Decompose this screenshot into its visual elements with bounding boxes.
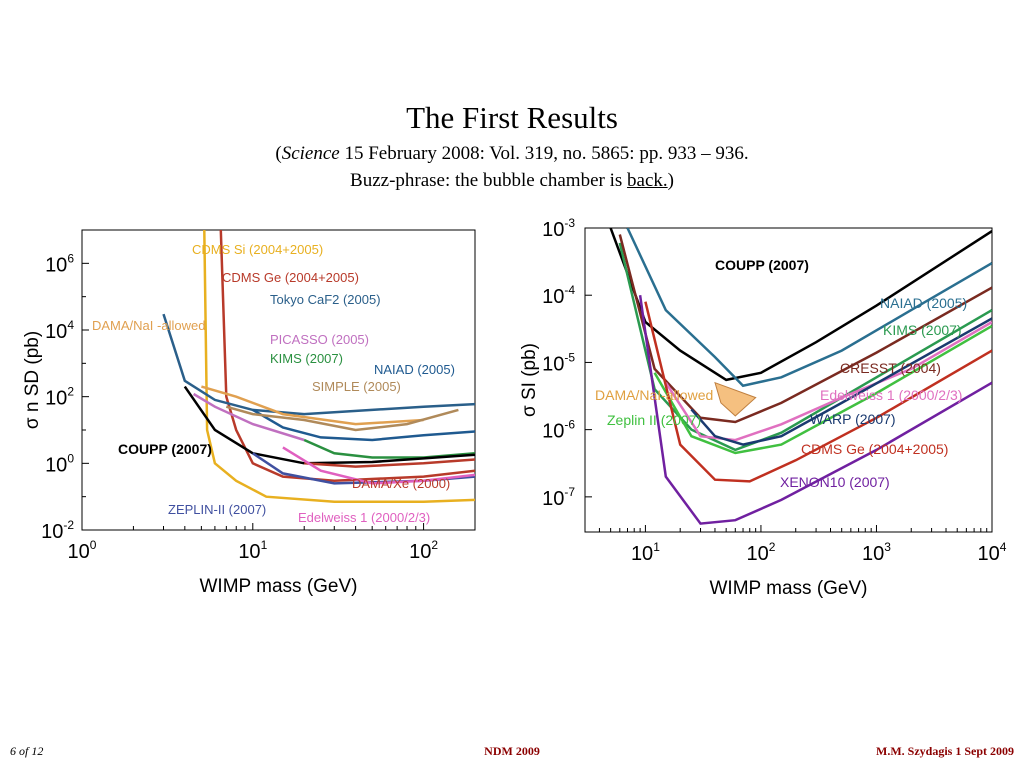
- sd-y-axis-label: σ n SD (pb): [22, 331, 43, 429]
- sd-series-label-tokyo-caf2-2005: Tokyo CaF2 (2005): [270, 292, 381, 307]
- si-x-tick-label: 101: [631, 540, 660, 565]
- si-series-label-cdms-ge-2004-2005: CDMS Ge (2004+2005): [801, 441, 948, 457]
- si-line-naiad-2005: [626, 228, 992, 388]
- sd-series-label-simple-2005: SIMPLE (2005): [312, 379, 401, 394]
- buzz-link[interactable]: back.: [627, 170, 668, 191]
- si-y-tick-label: 10-5: [542, 350, 575, 375]
- subtitle-open: (: [275, 143, 282, 164]
- sd-x-tick-label: 102: [409, 538, 438, 563]
- slide-title: The First Results: [406, 100, 618, 135]
- sd-series-label-dama-nai-allowed: DAMA/NaI -allowed: [92, 318, 205, 333]
- sd-y-tick-label: 102: [45, 385, 74, 410]
- sd-line-naiad-2005: [252, 408, 475, 442]
- sd-series-label-picasso-2005: PICASSO (2005): [270, 332, 369, 347]
- sd-series-group: [162, 230, 475, 504]
- si-chart: 101 102 103 104 10-7 10-6 10-5 10-4 10-3 WIMP mas…: [519, 216, 1007, 599]
- si-series-label-cresst-2004: CRESST (2004): [840, 360, 941, 376]
- si-line-zeplin-ii-2007: [653, 324, 992, 455]
- si-line-cresst-2004: [618, 234, 992, 424]
- si-line-warp-2007: [690, 317, 992, 446]
- si-y-tick-label: 10-7: [542, 485, 575, 510]
- si-x-tick-label: 103: [862, 540, 891, 565]
- subtitle-citation: 15 February 2008: Vol. 319, no. 5865: pp…: [339, 143, 749, 164]
- sd-line-edelweiss-1-2000-2-3: [282, 446, 475, 485]
- si-series-label-naiad-2005: NAIAD (2005): [880, 295, 967, 311]
- si-series-label-kims-2007: KIMS (2007): [883, 322, 962, 338]
- sd-line-picasso-2005: [192, 392, 305, 442]
- page-number: 6 of 12: [10, 744, 44, 758]
- sd-y-tick-label: 100: [45, 451, 74, 476]
- si-y-tick-label: 10-6: [542, 418, 575, 443]
- si-x-tick-label: 102: [746, 540, 775, 565]
- sd-series-label-naiad-2005: NAIAD (2005): [374, 362, 455, 377]
- sd-x-tick-label: 101: [238, 538, 267, 563]
- sd-y-tick-label: 106: [45, 251, 74, 276]
- buzz-prefix: Buzz-phrase: the bubble chamber is: [350, 170, 628, 191]
- si-series-label-warp-2007: WARP (2007): [810, 411, 896, 427]
- sd-series-label-edelweiss-1-2000-2-3: Edelweiss 1 (2000/2/3): [298, 510, 430, 525]
- si-series-label-dama-nai-allowed: DAMA/NaI-allowed: [595, 387, 713, 403]
- si-x-axis-label: WIMP mass (GeV): [710, 578, 868, 599]
- subtitle-journal: Science: [281, 143, 340, 164]
- sd-series-label-kims-2007: KIMS (2007): [270, 351, 343, 366]
- si-chart-panel: 101 102 103 104 10-7 10-6 10-5 10-4 10-3 WIMP mas…: [515, 210, 1010, 602]
- sd-line-dama-xe-2000: [304, 458, 475, 468]
- si-y-tick-label: 10-3: [542, 216, 575, 241]
- sd-series-label-zeplin-ii-2007: ZEPLIN-II (2007): [168, 502, 266, 517]
- si-series-group: [609, 228, 992, 525]
- sd-chart-panel: 100 101 102 10-2 100 102 104 106 WIMP mass (GeV)…: [10, 218, 485, 603]
- sd-y-tick-label: 104: [45, 318, 74, 343]
- si-series-label-edelweiss-1-2000-2-3: Edelweiss 1 (2000/2/3): [820, 387, 962, 403]
- si-line-cdms-ge-2004-2005: [644, 301, 992, 483]
- sd-y-tick-label: 10-2: [41, 518, 74, 543]
- sd-series-label-coupp-2007: COUPP (2007): [118, 441, 212, 457]
- si-series-label-xenon10-2007: XENON10 (2007): [780, 474, 890, 490]
- si-y-tick-label: 10-4: [542, 283, 575, 308]
- sd-line-cdms-si-2004-2005: [203, 230, 475, 504]
- sd-series-label-dama-xe-2000: DAMA/Xe (2000): [352, 476, 450, 491]
- sd-line-simple-2005: [225, 405, 459, 432]
- sd-x-axis-label: WIMP mass (GeV): [200, 576, 358, 597]
- si-y-axis-label: σ SI (pb): [519, 343, 540, 417]
- si-series-label-coupp-2007: COUPP (2007): [715, 257, 809, 273]
- sd-series-label-cdms-ge-2004-2005: CDMS Ge (2004+2005): [222, 270, 359, 285]
- si-line-xenon10-2007: [638, 295, 992, 525]
- sd-series-label-cdms-si-2004-2005: CDMS Si (2004+2005): [192, 242, 323, 257]
- buzz-close: ): [667, 170, 674, 191]
- buzz-phrase: Buzz-phrase: the bubble chamber is back.…: [0, 170, 1024, 192]
- author-date: M.M. Szydagis 1 Sept 2009: [876, 744, 1014, 758]
- conference-name: NDM 2009: [484, 744, 540, 758]
- sd-line-coupp-2007: [183, 385, 475, 465]
- si-x-tick-label: 104: [978, 540, 1007, 565]
- si-series-label-zeplin-ii-2007: Zeplin II (2007): [607, 412, 701, 428]
- si-line-edelweiss-1-2000-2-3: [664, 320, 992, 442]
- sd-x-tick-label: 100: [68, 538, 97, 563]
- si-region-dama-nai-allowed: [714, 381, 757, 417]
- sd-line-dama-nai-allowed: [201, 385, 424, 426]
- slide-subtitle: (Science 15 February 2008: Vol. 319, no.…: [0, 143, 1024, 165]
